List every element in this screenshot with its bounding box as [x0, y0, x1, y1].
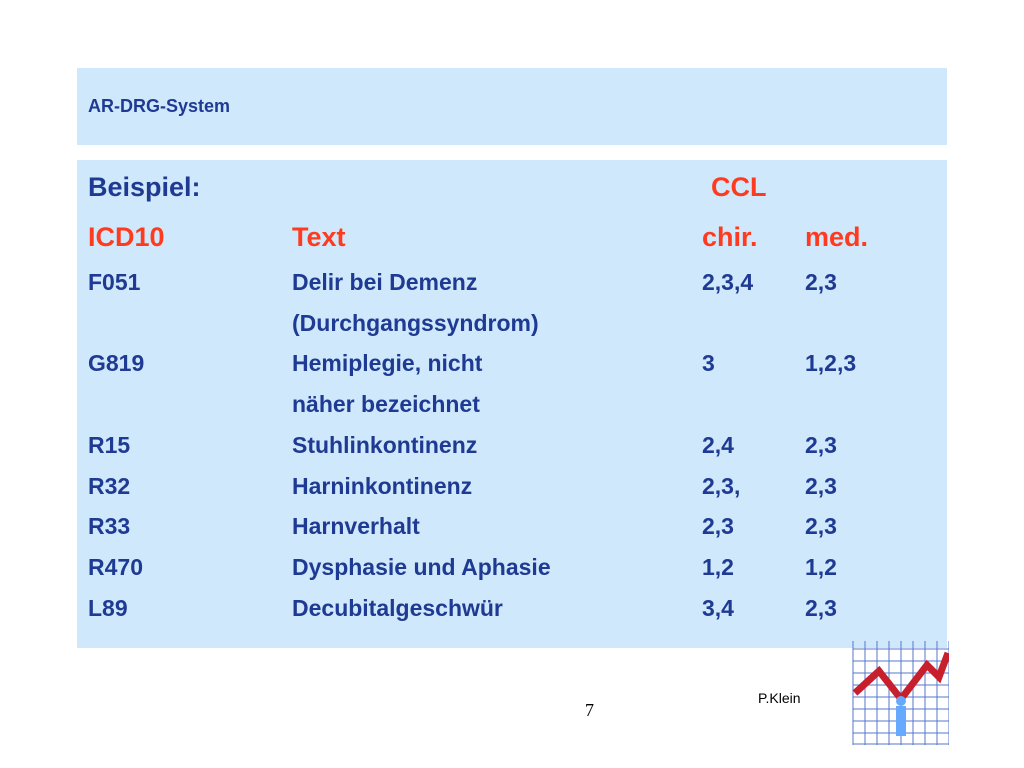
row-med: 2,3 [805, 432, 837, 458]
row-text: Stuhlinkontinenz [292, 432, 478, 458]
row-chir: 2,3 [702, 513, 734, 539]
row-code: R33 [88, 513, 131, 539]
row-chir: 2,3, [702, 473, 741, 499]
row-chir: 2,3,4 [702, 269, 754, 295]
example-label: Beispiel: [88, 172, 201, 202]
row-code: F051 [88, 269, 141, 295]
column-header-icd10: ICD10 [88, 222, 165, 252]
page-number: 7 [585, 700, 594, 720]
row-chir: 3 [702, 350, 715, 376]
row-chir: 3,4 [702, 595, 734, 621]
row-text: (Durchgangssyndrom) [292, 310, 539, 336]
slide-title: AR-DRG-System [88, 96, 231, 116]
row-med: 2,3 [805, 269, 837, 295]
content-panel [77, 160, 947, 648]
ccl-label: CCL [711, 172, 767, 202]
row-med: 1,2,3 [805, 350, 857, 376]
row-text: Delir bei Demenz [292, 269, 478, 295]
row-text: näher bezeichnet [292, 391, 480, 417]
row-text: Decubitalgeschwür [292, 595, 503, 621]
row-code: R470 [88, 554, 143, 580]
row-text: Harnverhalt [292, 513, 420, 539]
author-name: P.Klein [758, 690, 801, 706]
column-header-text: Text [292, 222, 346, 252]
row-text: Hemiplegie, nicht [292, 350, 483, 376]
row-chir: 2,4 [702, 432, 734, 458]
row-text: Harninkontinenz [292, 473, 473, 499]
row-med: 1,2 [805, 554, 837, 580]
growth-chart-logo [852, 641, 949, 745]
row-code: R32 [88, 473, 131, 499]
row-code: L89 [88, 595, 128, 621]
row-chir: 1,2 [702, 554, 734, 580]
row-med: 2,3 [805, 595, 837, 621]
title-panel [77, 68, 947, 145]
column-header-chir: chir. [702, 222, 758, 252]
row-med: 2,3 [805, 473, 837, 499]
row-text: Dysphasie und Aphasie [292, 554, 551, 580]
row-code: R15 [88, 432, 131, 458]
row-med: 2,3 [805, 513, 837, 539]
row-code: G819 [88, 350, 145, 376]
column-header-med: med. [805, 222, 869, 252]
